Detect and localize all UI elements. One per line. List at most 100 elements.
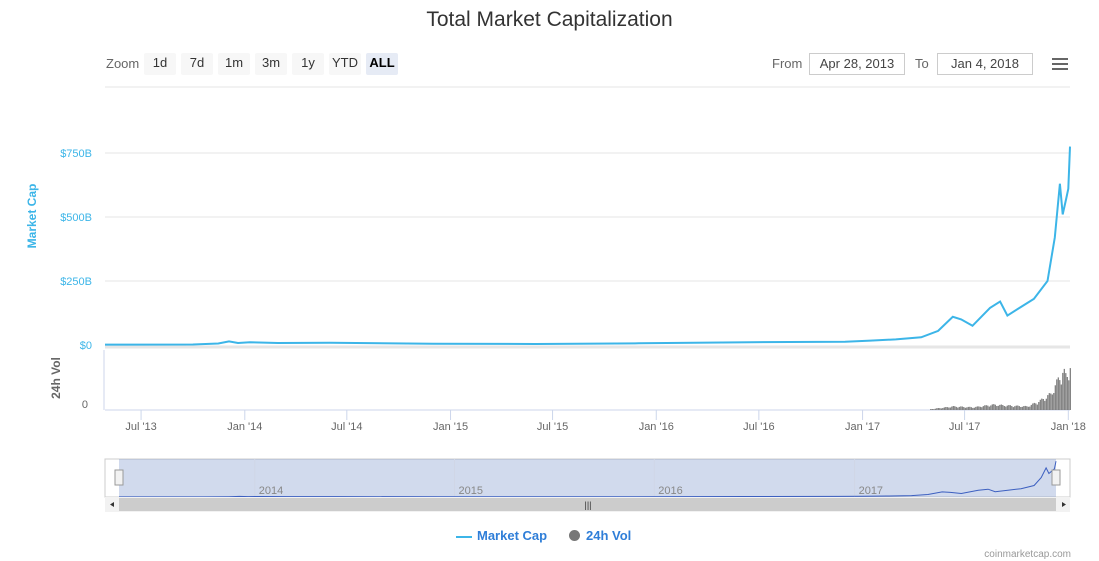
volume-bar: [994, 404, 996, 410]
volume-bar: [1033, 402, 1035, 410]
zoom-button-3m[interactable]: 3m: [255, 53, 287, 75]
volume-bar: [946, 407, 948, 410]
volume-bar: [1038, 402, 1040, 410]
zoom-label: Zoom: [106, 56, 140, 71]
volume-bar: [949, 407, 951, 410]
volume-bar: [1050, 393, 1052, 410]
volume-bar: [1015, 405, 1017, 410]
volume-bar: [973, 407, 975, 410]
volume-bar: [1021, 406, 1023, 410]
volume-bar: [991, 404, 993, 410]
volume-bar: [997, 405, 999, 410]
line-legend-icon: [456, 535, 472, 538]
volume-bar: [969, 406, 971, 410]
zoom-button-1d[interactable]: 1d: [144, 53, 176, 75]
from-date-input[interactable]: Apr 28, 2013: [809, 53, 905, 75]
volume-bar: [960, 406, 962, 410]
volume-bar: [1002, 405, 1004, 410]
scroll-left-arrow-icon[interactable]: [110, 502, 114, 507]
volume-bar: [999, 404, 1001, 410]
volume-bar: [981, 407, 983, 410]
volume-bar: [1000, 404, 1002, 410]
x-tick-label: Jul '17: [949, 421, 980, 433]
volume-bar: [1060, 384, 1062, 410]
volume-bar: [1035, 403, 1037, 410]
to-label: To: [915, 56, 929, 71]
volume-bar: [942, 408, 944, 410]
volume-bar: [979, 406, 981, 410]
x-tick-label: Jan '18: [1051, 421, 1086, 433]
volume-bar: [933, 409, 935, 410]
zoom-button-1y[interactable]: 1y: [292, 53, 324, 75]
volume-bar: [937, 408, 939, 410]
zoom-button-1m[interactable]: 1m: [218, 53, 250, 75]
y-axis-title: Market Cap: [25, 184, 39, 249]
volume-bar: [1020, 407, 1022, 410]
hamburger-menu-icon[interactable]: [1052, 58, 1068, 73]
volume-bar: [982, 406, 984, 410]
volume-bar: [976, 406, 978, 410]
volume-bar: [990, 405, 992, 410]
volume-bar: [1024, 405, 1026, 410]
x-tick-label: Jan '14: [227, 421, 262, 433]
y-tick-label: $500B: [60, 212, 92, 224]
navigator-handle[interactable]: [114, 469, 124, 486]
volume-bar: [996, 406, 998, 410]
navigator-year-label: 2015: [459, 485, 483, 497]
volume-bar: [1023, 406, 1025, 410]
y2-axis-title: 24h Vol: [49, 357, 63, 399]
volume-bar: [966, 407, 968, 410]
circle-legend-icon: [569, 530, 580, 541]
volume-bar: [939, 408, 941, 410]
volume-bar: [957, 407, 959, 410]
scrollbar-thumb[interactable]: [119, 498, 1056, 511]
volume-bar: [1026, 406, 1028, 410]
navigator-series: [119, 461, 1057, 498]
volume-bar: [1065, 373, 1067, 410]
volume-bar: [1003, 406, 1005, 410]
zoom-button-ytd[interactable]: YTD: [329, 53, 361, 75]
scroll-right-arrow-icon[interactable]: [1062, 502, 1066, 507]
x-tick-label: Jul '14: [331, 421, 362, 433]
x-tick-label: Jan '15: [433, 421, 468, 433]
y-tick-label: $250B: [60, 276, 92, 288]
navigator-year-label: 2016: [658, 485, 682, 497]
volume-bar: [936, 408, 938, 410]
volume-bar: [1063, 368, 1065, 410]
market-cap-line: [104, 146, 1071, 346]
volume-bar: [1044, 400, 1046, 410]
navigator-handle[interactable]: [1051, 469, 1061, 486]
volume-bar: [1006, 405, 1008, 410]
to-date-input[interactable]: Jan 4, 2018: [937, 53, 1033, 75]
x-tick-label: Jan '16: [639, 421, 674, 433]
x-tick-label: Jan '17: [845, 421, 880, 433]
volume-bar: [993, 404, 995, 410]
volume-bar: [963, 407, 965, 410]
volume-bar: [1069, 368, 1071, 410]
legend-label: 24h Vol: [586, 528, 632, 543]
volume-bar: [1068, 380, 1070, 410]
volume-bar: [984, 405, 986, 410]
volume-bar: [1009, 405, 1011, 410]
y2-tick-label: 0: [82, 399, 88, 411]
chart-title: Total Market Capitalization: [426, 8, 673, 31]
volume-bar: [1036, 404, 1038, 410]
volume-bar: [934, 408, 936, 410]
credit-link[interactable]: coinmarketcap.com: [984, 549, 1071, 560]
legend-item-24h-vol[interactable]: 24h Vol: [569, 528, 631, 543]
volume-bar: [1029, 406, 1031, 410]
zoom-button-7d[interactable]: 7d: [181, 53, 213, 75]
volume-bar: [1057, 377, 1059, 410]
x-tick-label: Jul '13: [125, 421, 156, 433]
navigator-selection: [119, 459, 1056, 497]
volume-bar: [1062, 372, 1064, 410]
volume-bar: [970, 407, 972, 410]
scrollbar-grip-icon: |||: [584, 500, 591, 510]
volume-bar: [948, 407, 950, 410]
volume-bar: [931, 409, 933, 410]
volume-bar: [988, 406, 990, 410]
volume-bar: [1045, 398, 1047, 410]
legend-item-market-cap[interactable]: Market Cap: [456, 528, 547, 543]
zoom-button-all[interactable]: ALL: [366, 53, 398, 75]
